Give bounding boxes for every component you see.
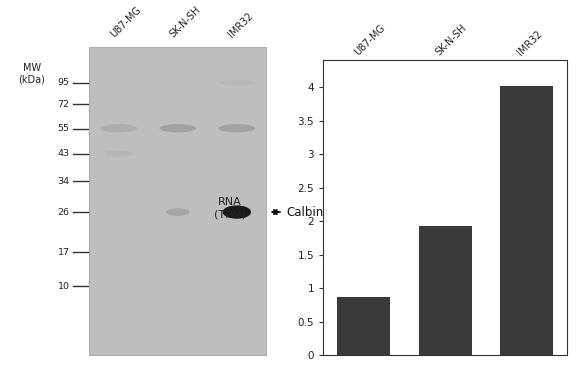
Text: U87-MG: U87-MG	[109, 5, 143, 40]
Ellipse shape	[104, 150, 133, 156]
Text: SK-N-SH: SK-N-SH	[434, 23, 469, 57]
Text: 95: 95	[58, 78, 70, 87]
Text: 10: 10	[58, 282, 70, 291]
Text: SK-N-SH: SK-N-SH	[168, 5, 203, 40]
Text: 17: 17	[58, 248, 70, 257]
Ellipse shape	[166, 208, 190, 216]
Text: IMR32: IMR32	[227, 11, 255, 40]
Ellipse shape	[101, 124, 137, 132]
Text: Calbindin: Calbindin	[286, 206, 342, 218]
Text: IMR32: IMR32	[516, 29, 544, 57]
Ellipse shape	[218, 80, 255, 85]
Ellipse shape	[222, 205, 251, 219]
Bar	[89, 47, 267, 355]
Text: 43: 43	[58, 149, 70, 158]
Ellipse shape	[159, 124, 196, 132]
Text: MW
(kDa): MW (kDa)	[19, 63, 45, 84]
Bar	[501, 86, 553, 355]
Text: 34: 34	[58, 177, 70, 186]
Text: 72: 72	[58, 100, 70, 109]
Bar	[419, 226, 471, 355]
Bar	[338, 297, 391, 355]
Text: 26: 26	[58, 208, 70, 217]
Text: RNA
(TPM): RNA (TPM)	[214, 197, 246, 219]
Text: U87-MG: U87-MG	[353, 23, 387, 57]
Text: 55: 55	[58, 124, 70, 133]
Ellipse shape	[218, 124, 255, 132]
